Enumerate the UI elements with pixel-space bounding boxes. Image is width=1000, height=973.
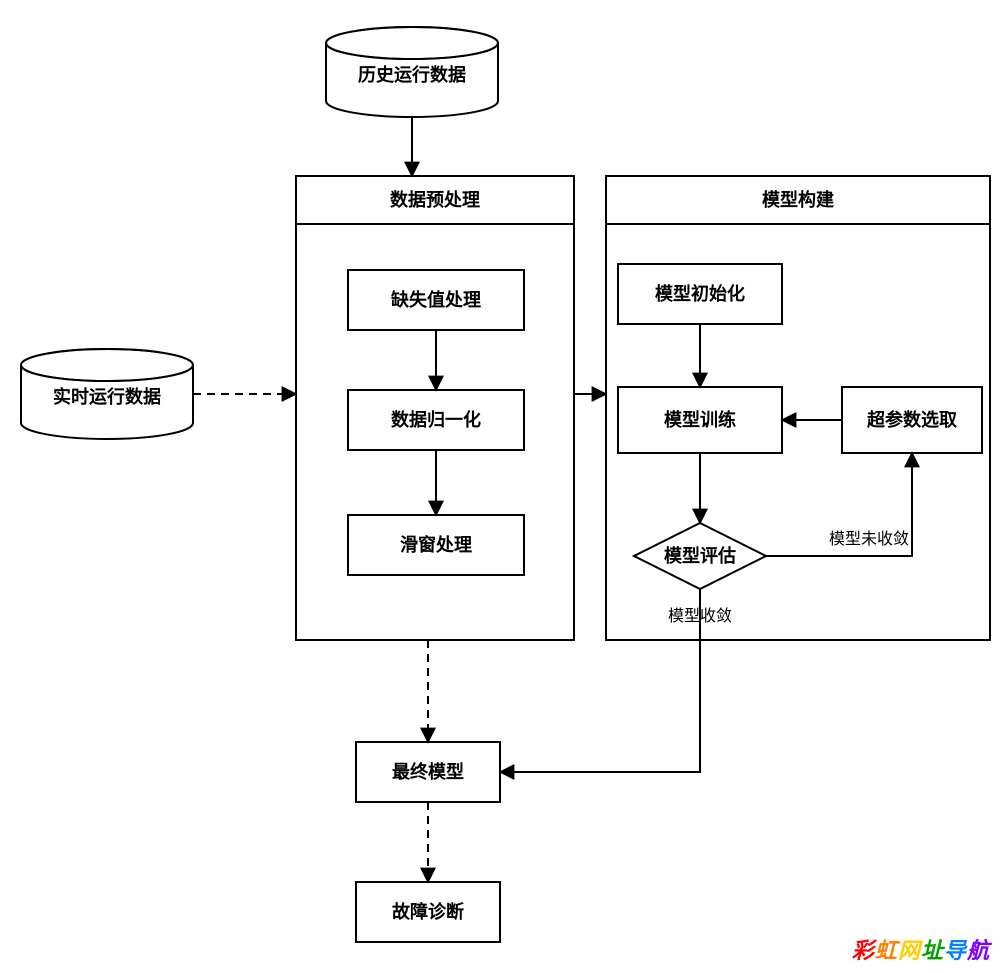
cylinder-realtime: 实时运行数据 [21, 349, 193, 439]
svg-text:实时运行数据: 实时运行数据 [53, 386, 161, 407]
svg-text:最终模型: 最终模型 [392, 761, 464, 782]
svg-text:历史运行数据: 历史运行数据 [358, 64, 466, 85]
svg-text:模型评估: 模型评估 [664, 545, 736, 566]
cylinder-history: 历史运行数据 [326, 27, 498, 117]
process-missing: 缺失值处理 [348, 270, 524, 330]
flowchart-canvas: 数据预处理 模型构建 历史运行数据实时运行数据 缺失值处理数据归一化滑窗处理 模型初始化… [0, 0, 1000, 973]
process-normalize: 数据归一化 [348, 390, 524, 450]
svg-text:模型收敛: 模型收敛 [668, 607, 732, 625]
svg-text:模型构建: 模型构建 [762, 189, 834, 210]
process-train: 模型训练 [618, 387, 782, 453]
svg-text:数据归一化: 数据归一化 [391, 409, 481, 430]
process-init: 模型初始化 [618, 264, 782, 324]
process-hyper: 超参数选取 [842, 387, 982, 453]
svg-text:模型训练: 模型训练 [664, 409, 736, 430]
svg-text:模型初始化: 模型初始化 [655, 283, 745, 304]
svg-text:数据预处理: 数据预处理 [390, 189, 480, 210]
svg-text:超参数选取: 超参数选取 [867, 409, 958, 430]
svg-text:模型未收敛: 模型未收敛 [829, 530, 909, 548]
process-diagnosis: 故障诊断 [356, 882, 500, 942]
watermark-text: 彩虹网址导航 [852, 933, 990, 965]
process-window: 滑窗处理 [348, 515, 524, 575]
decision-eval: 模型评估 [634, 523, 766, 589]
process-final: 最终模型 [356, 742, 500, 802]
svg-text:滑窗处理: 滑窗处理 [400, 534, 472, 555]
svg-text:缺失值处理: 缺失值处理 [390, 289, 481, 310]
svg-text:故障诊断: 故障诊断 [392, 901, 464, 922]
